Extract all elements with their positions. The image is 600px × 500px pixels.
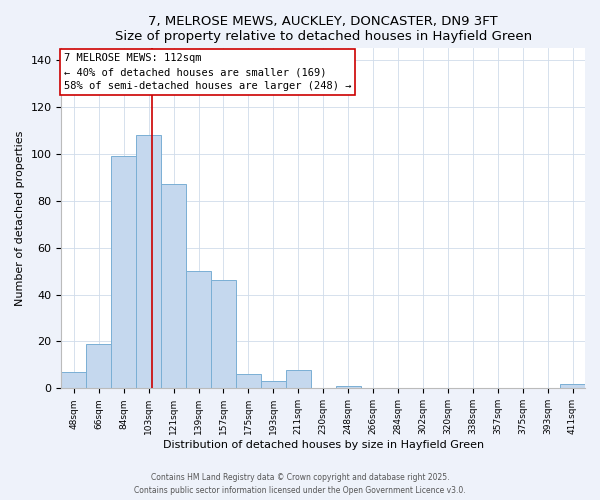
Bar [335, 386, 361, 388]
Bar [186, 271, 211, 388]
Bar [560, 384, 585, 388]
X-axis label: Distribution of detached houses by size in Hayfield Green: Distribution of detached houses by size … [163, 440, 484, 450]
Bar [211, 280, 236, 388]
Bar [111, 156, 136, 388]
Y-axis label: Number of detached properties: Number of detached properties [15, 130, 25, 306]
Text: Contains HM Land Registry data © Crown copyright and database right 2025.
Contai: Contains HM Land Registry data © Crown c… [134, 474, 466, 495]
Text: 7 MELROSE MEWS: 112sqm
← 40% of detached houses are smaller (169)
58% of semi-de: 7 MELROSE MEWS: 112sqm ← 40% of detached… [64, 53, 352, 91]
Bar [161, 184, 186, 388]
Bar [236, 374, 261, 388]
Bar [86, 344, 111, 389]
Bar [136, 135, 161, 388]
Bar [61, 372, 86, 388]
Title: 7, MELROSE MEWS, AUCKLEY, DONCASTER, DN9 3FT
Size of property relative to detach: 7, MELROSE MEWS, AUCKLEY, DONCASTER, DN9… [115, 15, 532, 43]
Bar [261, 382, 286, 388]
Bar [286, 370, 311, 388]
